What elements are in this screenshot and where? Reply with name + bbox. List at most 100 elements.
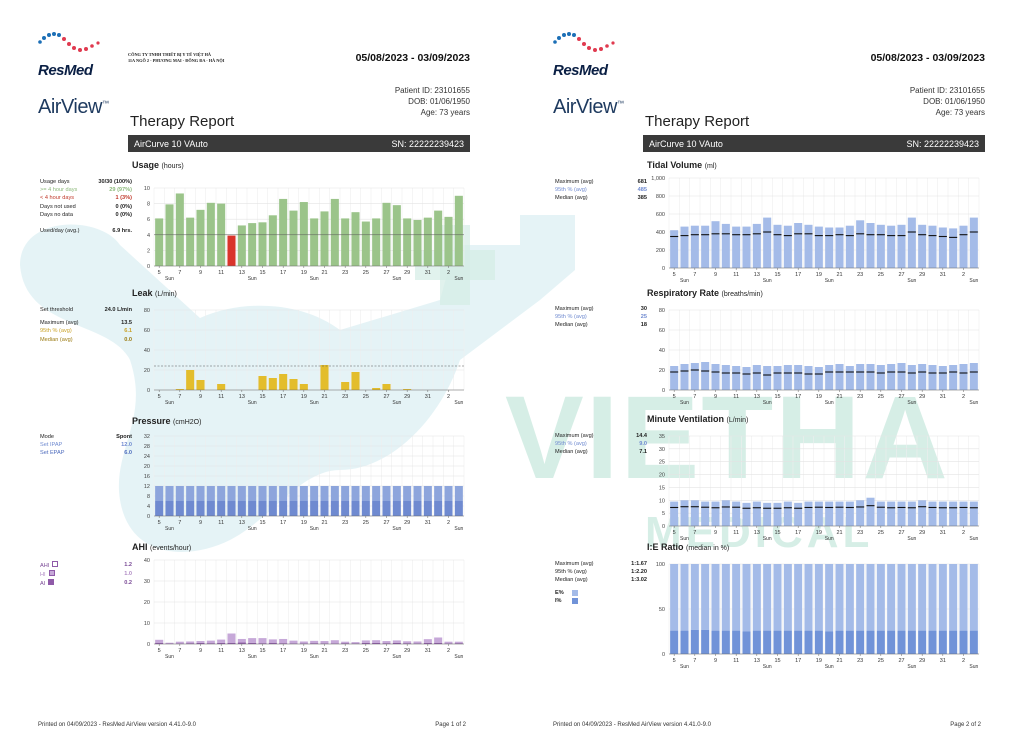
x-tick-label: 25 <box>878 530 884 536</box>
usage-stats: Usage days 30/30 (100%) >= 4 hour days 29 (… <box>40 178 132 235</box>
y-tick-label: 30 <box>659 447 665 453</box>
ahi-hi-bar <box>258 638 267 644</box>
ie-i-bar <box>949 630 958 654</box>
y-tick-label: 8 <box>147 494 150 500</box>
y-tick-label: 20 <box>659 368 665 374</box>
tidal-bar <box>856 220 865 268</box>
leak-chart: 0 20 40 60 80 5 7 9 11 13 15 17 19 21 23 25 27 29 31 2 Sun Su… <box>132 304 472 410</box>
ahi-stat-label: AHI <box>40 561 59 570</box>
y-tick-label: 20 <box>144 368 150 374</box>
ie-e-bar <box>794 564 803 631</box>
minvent-bar <box>752 501 761 526</box>
x-tick-label: 7 <box>693 658 696 664</box>
x-tick-label: 7 <box>178 520 181 526</box>
resp-bar <box>804 366 813 390</box>
ahi-ai-bar <box>392 642 401 644</box>
usage-stat-label: >= 4 hour days <box>40 187 78 194</box>
usage-stat-label: Usage days <box>40 179 70 185</box>
pressure-epap-bar <box>165 501 174 516</box>
usage-bar <box>299 202 308 266</box>
x-tick-label: 19 <box>301 648 307 654</box>
ahi-hi-bar <box>403 641 412 644</box>
ahi-unit: (events/hour) <box>150 545 192 552</box>
resp-bar <box>670 366 679 390</box>
x-tick-label: 29 <box>919 530 925 536</box>
device-serial: SN: 22222239423 <box>391 138 464 149</box>
pressure-ipap-bar <box>299 486 308 501</box>
usage-stat-label: Used/day (avg.) <box>40 228 80 235</box>
patient-age: Age: 73 years <box>935 108 985 117</box>
y-tick-label: 1,000 <box>651 176 665 182</box>
resp-bar <box>742 367 751 390</box>
usage-bar <box>403 218 412 266</box>
tidal-bar <box>969 217 978 268</box>
leak-bar <box>289 379 298 390</box>
tidal-stat-row: Maximum (avg) 681 <box>555 178 647 186</box>
x-tick-label: 11 <box>733 530 739 536</box>
ie-e-bar <box>928 564 937 631</box>
x-tick-label: 27 <box>383 520 389 526</box>
x-tick-label: 29 <box>919 272 925 278</box>
x-tick-label: 19 <box>301 520 307 526</box>
ie-e-bar <box>835 564 844 631</box>
pressure-ipap-bar <box>217 486 226 501</box>
usage-stat-row: Used/day (avg.) 6.9 hrs. <box>40 227 132 235</box>
x-tick-label: 15 <box>774 272 780 278</box>
minvent-bar <box>845 501 854 526</box>
ahi-ai-bar <box>403 643 412 644</box>
leak-stat-value: 0.0 <box>124 336 132 343</box>
legend-label: E% <box>555 589 564 596</box>
pressure-epap-bar <box>196 501 205 516</box>
patient-age: Age: 73 years <box>420 108 470 117</box>
pressure-stat-row: Set IPAP 12.0 <box>40 441 132 449</box>
resp-bar <box>721 365 730 390</box>
usage-stat-value: 30/30 (100%) <box>98 179 132 185</box>
usage-bar <box>279 198 288 266</box>
ie-e-bar <box>897 564 906 631</box>
watermark-text: VIETHA <box>505 372 950 504</box>
minvent-stats: Maximum (avg) 14.4 95th % (avg) 9.0 Median (… <box>555 432 647 457</box>
x-tick-label: 11 <box>218 520 224 526</box>
x-tick-label: 27 <box>898 658 904 664</box>
x-tick-label: 11 <box>218 648 224 654</box>
usage-bar <box>186 217 195 266</box>
minvent-bar <box>887 501 896 526</box>
usage-unit: (hours) <box>161 163 184 170</box>
x-sunday-label: Sun <box>392 654 401 660</box>
ahi-ai-bar <box>237 642 246 644</box>
tidal-bar <box>773 224 782 268</box>
x-sunday-label: Sun <box>969 664 978 670</box>
resp-stat-label: Maximum (avg) <box>555 306 594 312</box>
tidal-stat-value: 485 <box>637 187 647 194</box>
brand-name: ResMed <box>38 62 93 79</box>
ahi-hi-bar <box>341 641 350 644</box>
minvent-bar <box>949 501 958 526</box>
y-tick-label: 12 <box>144 484 150 490</box>
minvent-title-text: Minute Ventilation <box>647 414 725 424</box>
ahi-hi-bar <box>444 641 453 644</box>
leak-stats: Set threshold 24.0 L/min Maximum (avg) 13.5… <box>40 306 132 344</box>
leak-bar <box>279 374 288 390</box>
x-sunday-label: Sun <box>248 276 257 282</box>
tidal-bar <box>680 226 689 268</box>
resp-stat-label: 95th % (avg) <box>555 314 587 321</box>
usage-bar <box>361 221 370 266</box>
x-sunday-label: Sun <box>454 526 463 532</box>
ahi-hi-bar <box>279 638 288 644</box>
ahi-ai-bar <box>372 642 381 644</box>
x-tick-label: 15 <box>774 530 780 536</box>
tidal-bar <box>783 225 792 268</box>
tidal-bar <box>814 226 823 268</box>
x-tick-label: 9 <box>714 272 717 278</box>
leak-bar <box>258 376 267 390</box>
y-tick-label: 25 <box>659 460 665 466</box>
minvent-bar <box>918 500 927 526</box>
x-sunday-label: Sun <box>763 400 772 406</box>
y-tick-label: 40 <box>659 348 665 354</box>
minvent-bar <box>907 501 916 526</box>
x-sunday-label: Sun <box>969 536 978 542</box>
pressure-stat-row: Mode Spont <box>40 433 132 441</box>
minvent-bar <box>928 501 937 526</box>
ie-stat-label: Maximum (avg) <box>555 561 594 567</box>
minvent-bar <box>814 501 823 526</box>
